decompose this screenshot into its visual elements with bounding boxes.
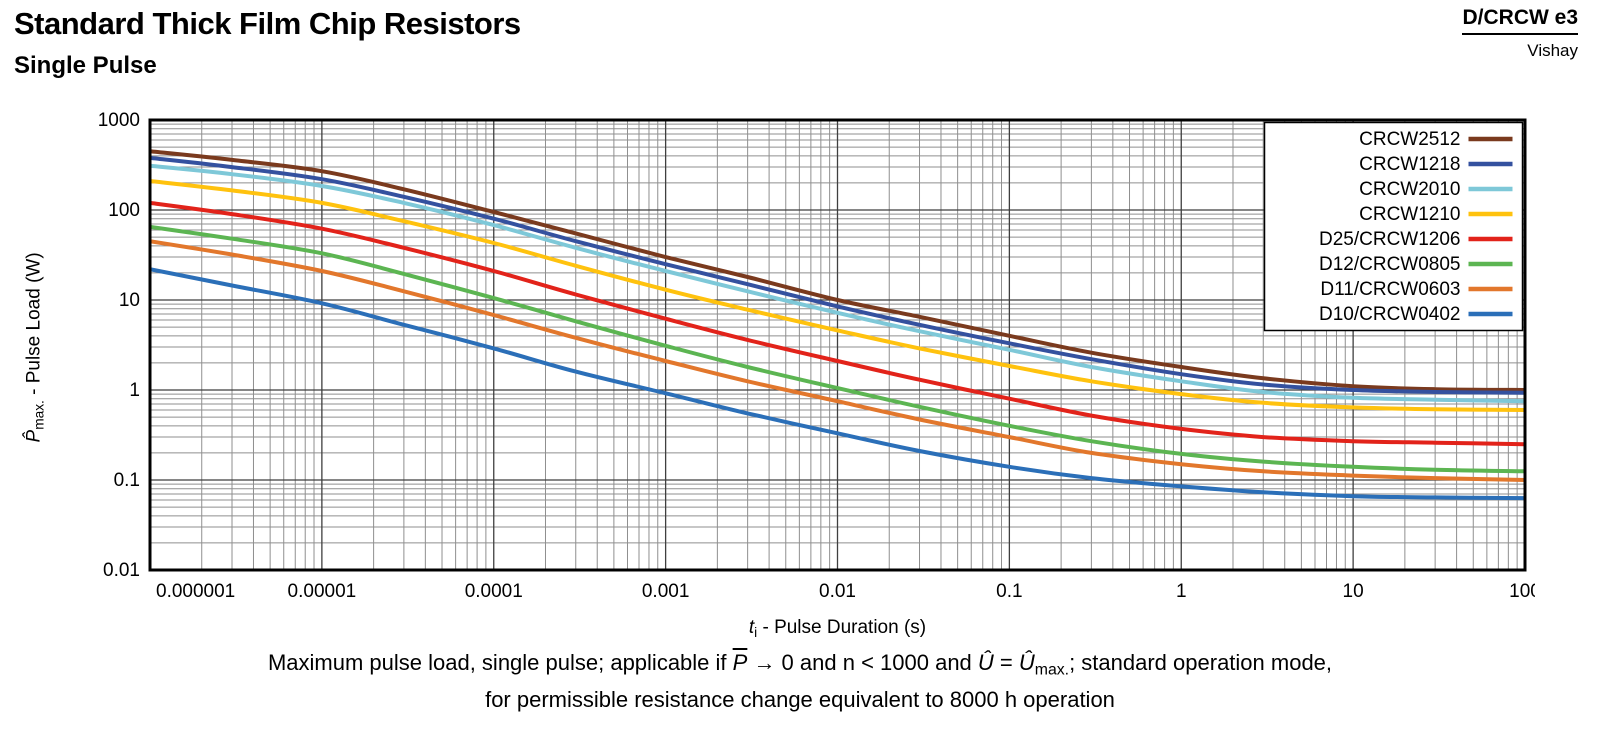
- x-axis-label-text: - Pulse Duration (s): [757, 617, 927, 638]
- svg-text:1: 1: [129, 380, 140, 401]
- svg-text:CRCW2010: CRCW2010: [1359, 179, 1460, 200]
- svg-text:0.01: 0.01: [819, 581, 856, 602]
- u-hat-max-symbol: Û: [1018, 650, 1035, 675]
- x-axis-label: ti - Pulse Duration (s): [150, 617, 1525, 640]
- caption-text-2: → 0 and n < 1000 and: [747, 650, 978, 675]
- u-hat-symbol: Û: [977, 650, 994, 675]
- svg-text:0.01: 0.01: [103, 560, 140, 581]
- svg-text:D11/CRCW0603: D11/CRCW0603: [1320, 279, 1460, 300]
- svg-text:1000: 1000: [98, 112, 140, 131]
- svg-text:10: 10: [1343, 581, 1364, 602]
- svg-text:0.1: 0.1: [996, 581, 1022, 602]
- svg-text:0.0001: 0.0001: [465, 581, 523, 602]
- figure-caption: Maximum pulse load, single pulse; applic…: [0, 646, 1600, 717]
- svg-text:0.1: 0.1: [114, 470, 140, 491]
- pulse-load-chart-canvas: 0.0000010.000010.00010.0010.010.11101000…: [98, 112, 1535, 602]
- caption-text-1: Maximum pulse load, single pulse; applic…: [267, 650, 733, 675]
- svg-text:100: 100: [1509, 581, 1535, 602]
- x-axis-label-subscript: i: [754, 624, 758, 640]
- caption-line-2: for permissible resistance change equiva…: [485, 686, 1115, 712]
- y-axis-label: P̂max. - Pulse Load (W): [24, 227, 47, 467]
- brand-name: Vishay: [1527, 41, 1578, 60]
- svg-text:10: 10: [119, 290, 140, 311]
- svg-text:D12/CRCW0805: D12/CRCW0805: [1319, 254, 1461, 275]
- y-axis-label-symbol: P̂: [23, 429, 45, 443]
- page-title: Standard Thick Film Chip Resistors: [14, 6, 521, 41]
- svg-text:0.00001: 0.00001: [288, 581, 357, 602]
- svg-text:0.001: 0.001: [642, 581, 690, 602]
- svg-text:100: 100: [108, 200, 140, 221]
- header-right: D/CRCW e3 Vishay: [1462, 6, 1578, 61]
- page-subtitle: Single Pulse: [14, 52, 157, 79]
- caption-text-4: ; standard operation mode,: [1069, 650, 1333, 675]
- u-hat-max-subscript: max.: [1034, 661, 1070, 679]
- svg-text:CRCW1210: CRCW1210: [1359, 204, 1460, 225]
- svg-text:CRCW2512: CRCW2512: [1359, 129, 1460, 150]
- p-average-symbol: P: [732, 650, 748, 675]
- svg-text:0.000001: 0.000001: [156, 581, 235, 602]
- header-left: Standard Thick Film Chip Resistors Singl…: [14, 6, 521, 80]
- x-axis-label-symbol: t: [748, 617, 755, 638]
- page-header: Standard Thick Film Chip Resistors Singl…: [14, 6, 1578, 80]
- svg-text:1: 1: [1176, 581, 1187, 602]
- caption-line-1: Maximum pulse load, single pulse; applic…: [0, 646, 1600, 683]
- svg-text:D10/CRCW0402: D10/CRCW0402: [1319, 304, 1461, 325]
- caption-text-3: =: [993, 650, 1019, 675]
- svg-text:D25/CRCW1206: D25/CRCW1206: [1319, 229, 1461, 250]
- svg-text:CRCW1218: CRCW1218: [1359, 154, 1460, 175]
- doc-ref: D/CRCW e3: [1462, 6, 1578, 35]
- y-axis-label-subscript: max.: [31, 400, 47, 430]
- y-axis-label-text: - Pulse Load (W): [23, 252, 45, 401]
